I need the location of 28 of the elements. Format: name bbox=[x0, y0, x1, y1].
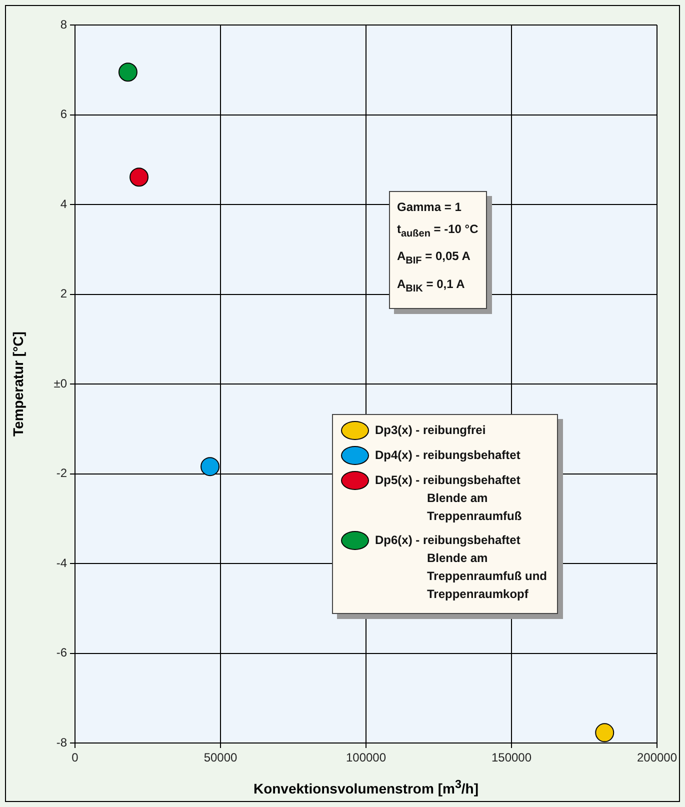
legend-label: Dp4(x) - reibungsbehaftet bbox=[375, 447, 522, 464]
x-tick-label: 100000 bbox=[346, 750, 386, 765]
y-axis-title: Temperatur [°C] bbox=[10, 332, 26, 436]
annotation: t$_{außen}$ = -10 °C bbox=[397, 222, 478, 242]
legend-label: Dp5(x) - reibungsbehaftet Blende am Treppenraumfuß bbox=[375, 472, 523, 525]
y-tick-label: ±0 bbox=[54, 376, 68, 390]
y-tick-label: 8 bbox=[60, 17, 68, 32]
legend-label: Dp3(x) - reibungfrei bbox=[375, 422, 487, 439]
y-tick-label: -8 bbox=[56, 735, 68, 750]
point bbox=[118, 62, 138, 82]
point bbox=[200, 457, 220, 476]
point bbox=[130, 168, 149, 187]
y-tick-label: -6 bbox=[56, 646, 68, 660]
y-tick-label: 6 bbox=[60, 107, 68, 122]
x-tick-label: 200000 bbox=[636, 750, 678, 765]
y-tick-label: 2 bbox=[60, 286, 68, 301]
x-axis-title: Konvektionsvolumenstrom [m$^{3}$/h] bbox=[252, 778, 480, 797]
x-tick-label: 50000 bbox=[204, 750, 238, 765]
annotation: A$_{BIF}$ = 0,05 A bbox=[397, 249, 472, 269]
y-tick-label: -4 bbox=[56, 556, 68, 570]
x-tick-label: 0 bbox=[72, 750, 79, 765]
y-tick-label: 4 bbox=[60, 196, 68, 211]
y-tick-label: -2 bbox=[56, 466, 68, 480]
point bbox=[595, 723, 614, 742]
annotation: Gamma = 1 bbox=[397, 200, 462, 214]
annotation: A$_{BIK}$ = 0,1 A bbox=[397, 276, 466, 296]
x-tick-label: 150000 bbox=[491, 750, 532, 765]
legend-label: Dp6(x) - reibungsbehaftet Blende am Treppenraumfuß und Treppenraumkopf bbox=[375, 532, 548, 603]
